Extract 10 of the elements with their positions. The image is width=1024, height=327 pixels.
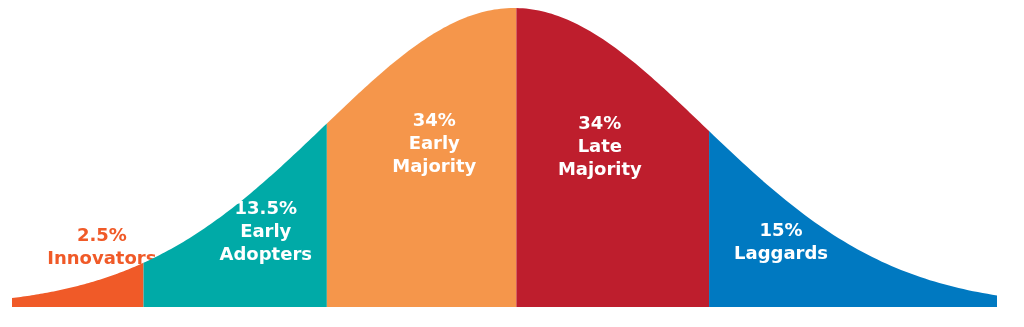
data-label: 13.5%: [234, 197, 297, 219]
category-label: Early Majority: [392, 132, 477, 177]
data-label: 34%: [578, 111, 622, 133]
category-label: Early Adopters: [219, 220, 312, 265]
data-label: 2.5%: [76, 223, 127, 245]
data-label: 15%: [759, 218, 803, 240]
category-label: Innovators: [47, 246, 157, 268]
category-label: Late Majority: [557, 134, 643, 179]
data-label: 34%: [412, 109, 456, 131]
category-label: Laggards: [734, 241, 829, 263]
